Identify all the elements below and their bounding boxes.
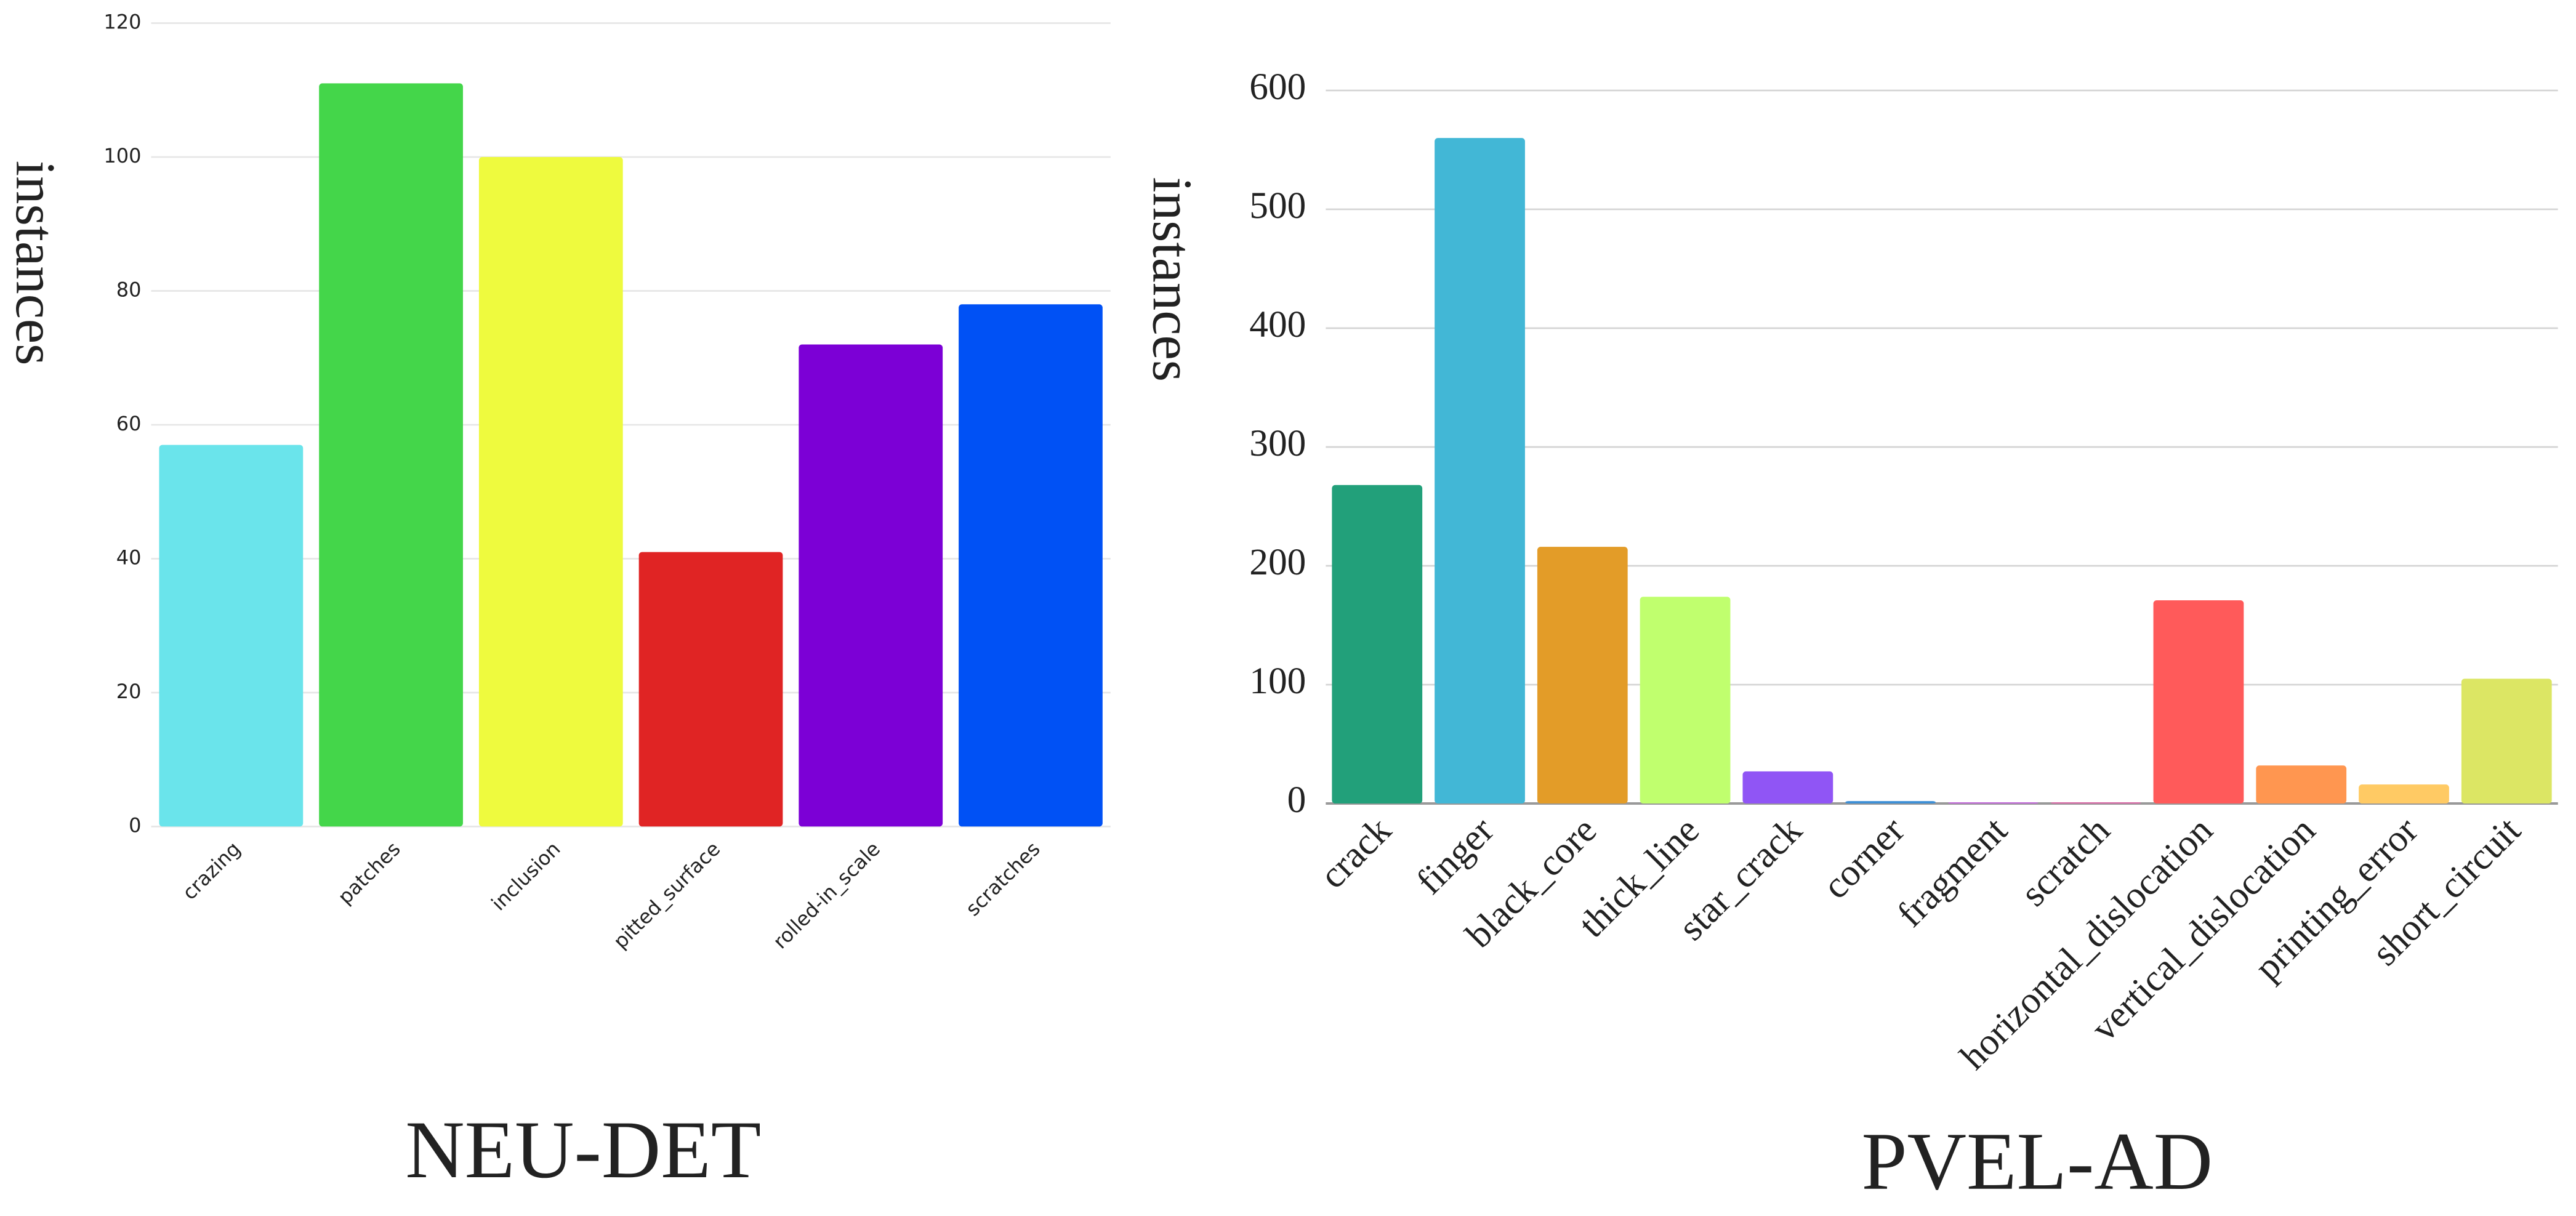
bar: [2359, 784, 2449, 804]
y-tick-label: 60: [116, 412, 142, 435]
bar: [1742, 771, 1833, 804]
bar: [2050, 802, 2141, 804]
chart-title: PVEL-AD: [1861, 1116, 2213, 1207]
bar: [319, 83, 463, 827]
x-tick-label: crack: [1312, 809, 1399, 896]
y-axis-label: instances: [1141, 177, 1204, 382]
bar: [1845, 801, 1936, 804]
bar: [638, 552, 783, 827]
y-tick-label: 0: [129, 813, 141, 837]
x-tick-label: crazing: [178, 837, 245, 904]
bar: [2153, 600, 2244, 804]
y-tick-label: 100: [1249, 660, 1306, 702]
y-tick-label: 400: [1249, 304, 1306, 345]
x-tick-label: scratches: [961, 837, 1045, 921]
bar: [478, 157, 623, 827]
y-tick-label: 300: [1249, 422, 1306, 464]
chart-title: NEU-DET: [405, 1104, 761, 1195]
bar: [2461, 678, 2552, 804]
bar: [1640, 597, 1731, 804]
bar: [1435, 138, 1525, 804]
x-tick-label: corner: [1815, 809, 1913, 907]
bar: [959, 304, 1103, 827]
y-tick-label: 80: [116, 278, 142, 302]
x-tick-label: pitted_surface: [609, 837, 725, 954]
y-tick-label: 500: [1249, 185, 1306, 227]
y-tick-label: 0: [1287, 779, 1306, 821]
bar: [1948, 802, 2039, 804]
y-tick-label: 40: [116, 546, 142, 569]
x-tick-label: rolled-in_scale: [768, 837, 885, 954]
y-tick-label: 600: [1249, 66, 1306, 108]
x-tick-label: fragment: [1890, 809, 2016, 935]
bar: [2256, 765, 2347, 804]
y-tick-label: 200: [1249, 541, 1306, 583]
y-tick-label: 20: [116, 680, 142, 703]
y-tick-label: 100: [103, 144, 141, 167]
x-tick-label: finger: [1409, 809, 1502, 903]
bar: [1332, 485, 1423, 804]
x-tick-label: inclusion: [487, 837, 565, 916]
x-tick-label: patches: [333, 837, 405, 909]
bar: [159, 445, 304, 827]
bar: [1537, 547, 1628, 804]
bar: [799, 344, 943, 827]
y-axis-label: instances: [4, 161, 66, 366]
y-tick-label: 120: [103, 10, 141, 34]
